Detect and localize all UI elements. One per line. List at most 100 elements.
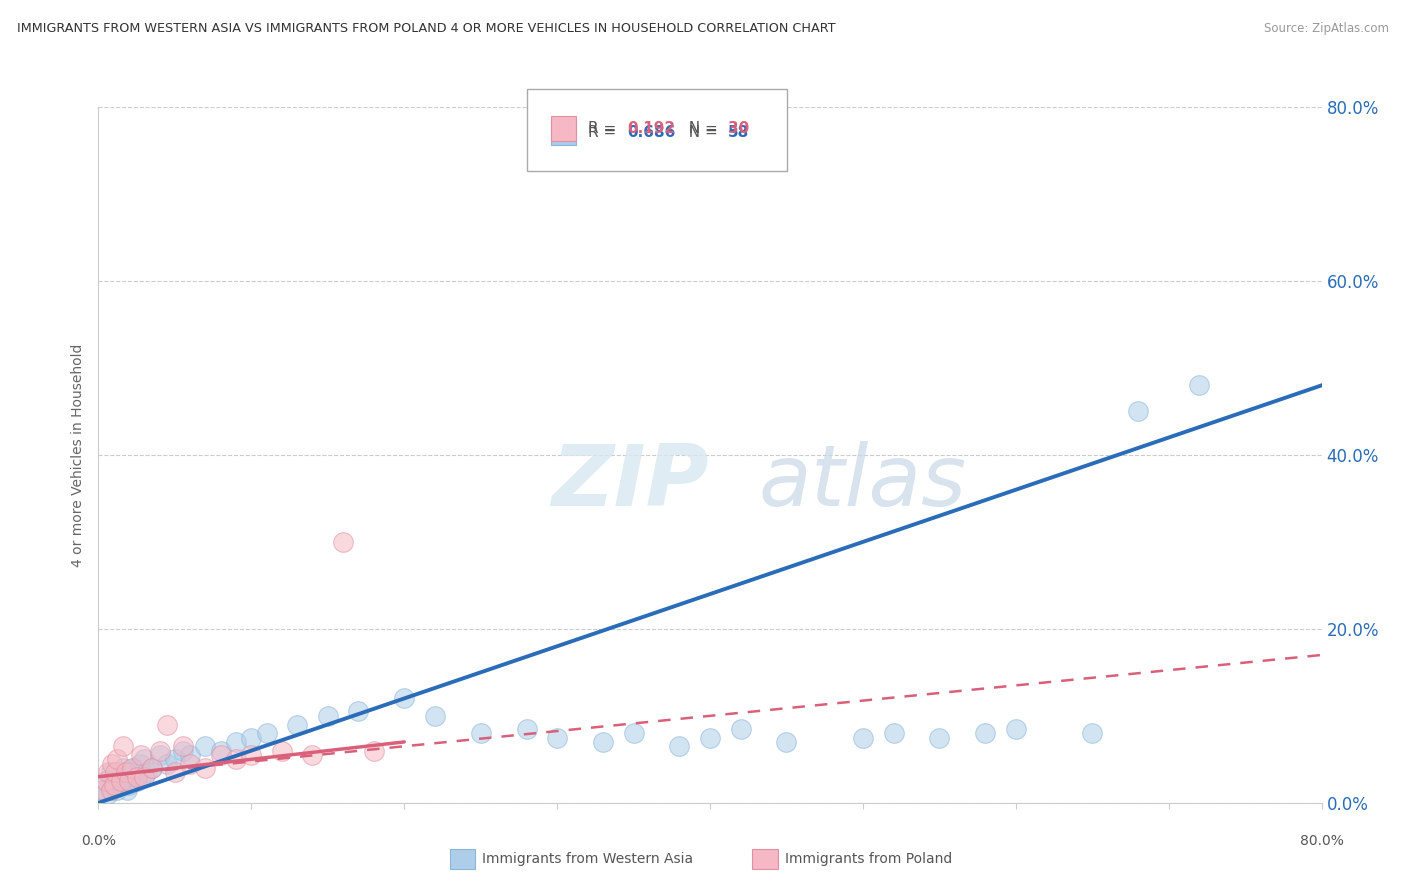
Point	[91, 782, 114, 797]
Point	[125, 774, 148, 789]
Point	[270, 744, 294, 758]
Point	[128, 756, 150, 771]
Point	[423, 708, 446, 723]
Point	[129, 770, 152, 784]
Point	[225, 752, 247, 766]
Text: Source: ZipAtlas.com: Source: ZipAtlas.com	[1264, 22, 1389, 36]
Point	[118, 778, 141, 792]
Point	[121, 774, 143, 789]
Point	[100, 765, 122, 780]
Point	[156, 717, 179, 731]
Point	[172, 744, 194, 758]
Point	[1004, 722, 1026, 736]
Point	[172, 739, 194, 754]
Text: 30: 30	[728, 121, 749, 136]
Point	[117, 782, 139, 797]
Point	[118, 774, 141, 789]
Point	[928, 731, 950, 745]
Point	[121, 761, 143, 775]
Point	[141, 761, 163, 775]
Point	[301, 747, 323, 762]
Text: 0.686: 0.686	[627, 126, 675, 140]
Point	[623, 726, 645, 740]
Point	[122, 761, 145, 775]
Point	[111, 739, 134, 754]
Point	[194, 739, 217, 754]
Point	[110, 774, 132, 789]
Point	[94, 774, 117, 789]
Point	[101, 782, 124, 797]
Point	[120, 765, 142, 780]
Point	[104, 770, 127, 784]
Point	[94, 774, 117, 789]
Text: ZIP: ZIP	[551, 442, 709, 524]
Point	[775, 735, 797, 749]
Text: N =: N =	[679, 126, 723, 140]
Point	[91, 782, 114, 797]
Point	[730, 722, 752, 736]
Point	[179, 747, 201, 762]
Point	[883, 726, 905, 740]
Text: IMMIGRANTS FROM WESTERN ASIA VS IMMIGRANTS FROM POLAND 4 OR MORE VEHICLES IN HOU: IMMIGRANTS FROM WESTERN ASIA VS IMMIGRAN…	[17, 22, 835, 36]
Point	[103, 778, 125, 792]
Point	[125, 770, 148, 784]
Text: Immigrants from Poland: Immigrants from Poland	[785, 852, 952, 866]
Point	[347, 705, 370, 719]
Point	[852, 731, 875, 745]
Point	[179, 756, 201, 771]
Point	[103, 778, 125, 792]
Point	[124, 770, 146, 784]
Point	[1081, 726, 1104, 740]
Text: 80.0%: 80.0%	[1299, 834, 1344, 848]
Point	[470, 726, 492, 740]
Point	[668, 739, 690, 754]
Y-axis label: 4 or more Vehicles in Household: 4 or more Vehicles in Household	[72, 343, 86, 566]
Point	[101, 756, 124, 771]
Point	[136, 765, 159, 780]
Point	[392, 691, 416, 706]
Point	[149, 747, 172, 762]
Point	[240, 747, 263, 762]
Point	[97, 765, 120, 780]
Point	[163, 765, 186, 780]
Text: R =: R =	[588, 121, 626, 136]
Point	[974, 726, 997, 740]
Point	[209, 747, 232, 762]
Text: 0.0%: 0.0%	[82, 834, 115, 848]
Point	[332, 534, 354, 549]
Point	[97, 787, 120, 801]
Point	[592, 735, 614, 749]
Point	[111, 761, 134, 775]
Point	[516, 722, 538, 736]
Point	[240, 731, 263, 745]
Point	[108, 770, 131, 784]
Text: Immigrants from Western Asia: Immigrants from Western Asia	[482, 852, 693, 866]
Point	[363, 744, 385, 758]
Point	[104, 765, 127, 780]
Point	[107, 774, 129, 789]
Point	[156, 756, 179, 771]
Point	[115, 765, 138, 780]
Point	[100, 782, 122, 797]
Text: R =: R =	[588, 126, 626, 140]
Point	[134, 752, 156, 766]
Point	[285, 717, 308, 731]
Point	[112, 774, 135, 789]
Point	[141, 761, 163, 775]
Text: 0.192: 0.192	[627, 121, 675, 136]
Point	[105, 752, 128, 766]
Point	[105, 782, 128, 797]
Point	[194, 761, 217, 775]
Point	[256, 726, 278, 740]
Point	[149, 744, 172, 758]
Point	[129, 747, 152, 762]
Point	[115, 765, 138, 780]
Text: N =: N =	[679, 121, 723, 136]
Point	[163, 752, 186, 766]
Point	[316, 708, 339, 723]
Point	[1128, 404, 1150, 418]
Text: 58: 58	[728, 126, 749, 140]
Point	[1188, 378, 1211, 392]
Point	[546, 731, 568, 745]
Point	[110, 778, 132, 792]
